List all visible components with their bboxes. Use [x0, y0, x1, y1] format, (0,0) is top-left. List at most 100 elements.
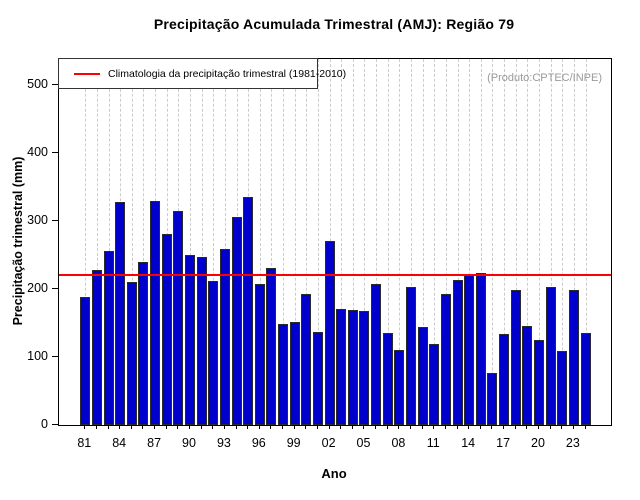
x-tick	[223, 425, 225, 429]
x-tick	[188, 425, 190, 429]
x-tick	[375, 425, 377, 429]
x-tick	[351, 425, 353, 429]
x-tick-label: 11	[426, 436, 440, 450]
gridline	[515, 59, 517, 425]
gridline	[422, 59, 424, 425]
x-tick-label: 87	[147, 436, 162, 450]
bar-1994	[231, 217, 242, 425]
x-tick	[130, 425, 132, 429]
bar-1981	[80, 297, 91, 425]
x-tick	[177, 425, 179, 429]
bar-2021	[545, 287, 556, 425]
x-tick	[328, 425, 330, 429]
x-tick	[363, 425, 365, 429]
gridline	[213, 59, 215, 425]
gridline	[317, 59, 319, 425]
bar-1996	[254, 284, 265, 425]
x-tick	[491, 425, 493, 429]
bar-1993	[219, 249, 230, 425]
x-tick	[514, 425, 516, 429]
y-tick-label: 400	[27, 145, 48, 159]
bar-1991	[196, 257, 207, 425]
bar-1989	[173, 211, 184, 425]
x-tick	[479, 425, 481, 429]
x-tick	[386, 425, 388, 429]
bar-2001	[312, 332, 323, 425]
gridline	[143, 59, 145, 425]
x-tick	[282, 425, 284, 429]
x-tick	[503, 425, 505, 429]
x-tick	[537, 425, 539, 429]
gridline	[469, 59, 471, 425]
legend-line-swatch	[74, 72, 100, 75]
bar-1998	[278, 324, 289, 425]
gridline	[480, 59, 482, 425]
x-tick	[561, 425, 563, 429]
gridline	[108, 59, 110, 425]
x-tick	[235, 425, 237, 429]
x-tick-label: 05	[356, 436, 371, 450]
x-tick	[258, 425, 260, 429]
x-tick-label: 99	[286, 436, 301, 450]
y-tick-label: 300	[27, 213, 48, 227]
x-tick	[142, 425, 144, 429]
x-tick-label: 90	[182, 436, 196, 450]
x-tick	[584, 425, 586, 429]
bar-2012	[440, 294, 451, 425]
y-tick	[52, 84, 58, 85]
x-tick-label: 14	[461, 436, 476, 450]
gridline	[445, 59, 447, 425]
bar-1988	[161, 234, 172, 425]
x-tick	[95, 425, 97, 429]
bar-2008	[394, 350, 405, 425]
bar-1984	[115, 202, 126, 425]
x-tick-label: 23	[565, 436, 580, 450]
bar-2002	[324, 241, 335, 425]
x-tick	[316, 425, 318, 429]
gridline	[585, 59, 587, 425]
legend-box: Climatologia da precipitação trimestral …	[58, 58, 346, 89]
gridline	[131, 59, 133, 425]
bar-2006	[371, 284, 382, 425]
bar-1992	[208, 281, 219, 425]
x-tick	[119, 425, 121, 429]
bar-1985	[126, 282, 137, 425]
x-tick-label: 20	[531, 436, 545, 450]
gridline	[306, 59, 308, 425]
x-tick-label: 02	[321, 436, 336, 450]
x-tick	[549, 425, 551, 429]
bar-2011	[429, 344, 440, 425]
gridline	[283, 59, 285, 425]
x-tick	[410, 425, 412, 429]
x-tick	[270, 425, 272, 429]
x-tick	[247, 425, 249, 429]
x-tick-label: 17	[496, 436, 511, 450]
x-tick	[421, 425, 423, 429]
x-tick	[572, 425, 574, 429]
watermark-text: (Produto:CPTEC/INPE)	[487, 72, 602, 84]
bar-2007	[382, 333, 393, 425]
y-tick	[52, 288, 58, 289]
gridline	[411, 59, 413, 425]
bar-1986	[138, 262, 149, 425]
bar-2019	[522, 326, 533, 425]
x-tick-label: 93	[216, 436, 231, 450]
x-axis-title: Ano	[321, 466, 347, 481]
bar-2020	[533, 340, 544, 425]
bar-1982	[91, 270, 102, 425]
bar-2003	[336, 309, 347, 425]
gridline	[294, 59, 296, 425]
bar-2013	[452, 280, 463, 425]
gridline	[224, 59, 226, 425]
plot-area: Climatologia da precipitação trimestral …	[58, 58, 612, 426]
bar-2016	[487, 373, 498, 425]
gridline	[189, 59, 191, 425]
bar-2010	[417, 327, 428, 425]
gridline	[85, 59, 87, 425]
bar-2017	[499, 334, 510, 425]
x-tick	[340, 425, 342, 429]
chart-title: Precipitação Acumulada Trimestral (AMJ):…	[153, 16, 515, 32]
bar-1999	[289, 322, 300, 425]
bar-2023	[568, 290, 579, 425]
